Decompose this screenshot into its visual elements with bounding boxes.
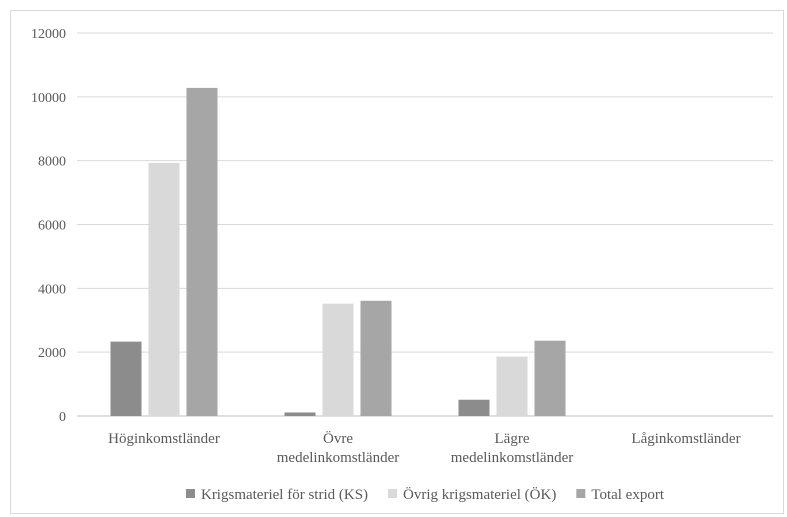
legend-swatch-ok <box>388 489 397 498</box>
x-category-label-line: medelinkomstländer <box>451 450 573 466</box>
bar-total <box>187 88 218 416</box>
y-tick-label: 4000 <box>38 282 66 297</box>
x-category-label: Låginkomstländer <box>631 431 740 447</box>
x-category-label-line: Lägre <box>495 431 530 447</box>
bars <box>111 88 566 416</box>
x-category-label: Höginkomstländer <box>108 431 220 447</box>
bar-ok <box>497 357 528 416</box>
y-tick-label: 0 <box>59 410 66 425</box>
bar-total <box>361 301 392 416</box>
bar-total <box>535 341 566 416</box>
y-tick-label: 2000 <box>38 346 66 361</box>
x-category-label: Lägre medelinkomstländer <box>451 431 573 466</box>
gridlines <box>77 33 773 416</box>
x-category-label: Övre medelinkomstländer <box>277 430 399 466</box>
legend-label: Krigsmateriel för strid (KS) <box>201 487 368 503</box>
bar-ks <box>285 412 316 416</box>
bar-ks <box>459 400 490 416</box>
x-category-label-line: Låginkomstländer <box>631 431 740 447</box>
y-tick-label: 8000 <box>38 155 66 170</box>
legend-label: Övrig krigsmateriel (ÖK) <box>403 486 556 503</box>
legend: Krigsmateriel för strid (KS) Övrig krigsm… <box>186 486 665 503</box>
legend-label: Total export <box>591 487 665 503</box>
x-category-label-line: Höginkomstländer <box>108 431 220 447</box>
y-tick-label: 10000 <box>31 91 66 106</box>
bar-ok <box>323 304 354 416</box>
bar-ks <box>111 342 142 416</box>
legend-swatch-total <box>576 489 585 498</box>
x-axis: Höginkomstländer Övre medelinkomstländerLä… <box>108 430 740 466</box>
x-category-label-line: Övre <box>323 430 353 447</box>
x-category-label-line: medelinkomstländer <box>277 450 399 466</box>
y-tick-label: 12000 <box>31 27 66 42</box>
bar-ok <box>149 163 180 416</box>
y-axis: 0 2000 4000 6000 8000 10000 12000 <box>31 27 66 425</box>
y-tick-label: 6000 <box>38 219 66 234</box>
legend-swatch-ks <box>186 489 195 498</box>
